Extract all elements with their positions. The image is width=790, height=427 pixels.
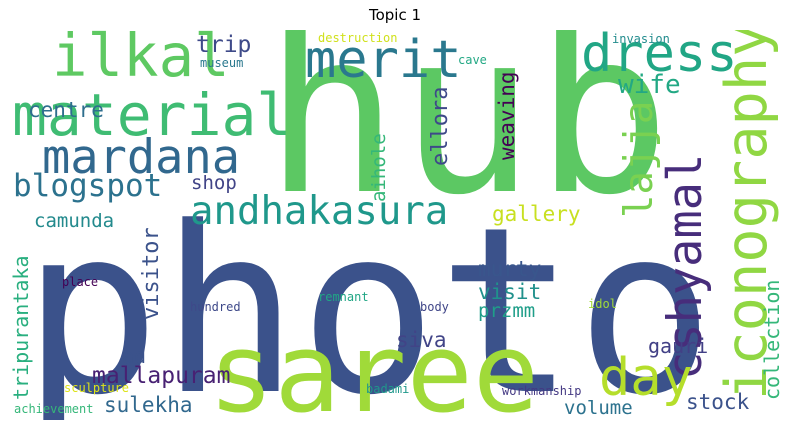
word: invasion — [612, 32, 670, 46]
word: achievement — [14, 402, 94, 416]
word: trip — [196, 32, 252, 58]
word: destruction — [318, 31, 398, 45]
word: gallery — [492, 202, 581, 226]
word: collection — [760, 279, 783, 400]
word: merit — [305, 30, 462, 90]
word: ilkal — [52, 30, 230, 90]
word: cave — [458, 53, 487, 67]
word: murty — [478, 257, 542, 281]
word: shop — [191, 172, 237, 194]
word: badami — [366, 382, 410, 396]
word: lajja — [617, 100, 662, 218]
chart-title: Topic 1 — [368, 6, 422, 24]
word: dress — [581, 30, 738, 84]
word: mardana — [42, 130, 241, 185]
word: material — [12, 81, 292, 149]
word: wife — [618, 70, 681, 100]
word: camunda — [34, 210, 115, 232]
word: gauri — [648, 334, 709, 358]
word: tripurantaka — [9, 255, 33, 401]
word: saree — [208, 309, 540, 420]
word-cloud: photo hub saree material mardana ilkal m… — [8, 30, 783, 420]
word: day — [599, 348, 693, 408]
word: aihole — [368, 133, 390, 202]
word: body — [420, 300, 449, 314]
word: hub — [264, 30, 671, 245]
word: centre — [28, 98, 104, 122]
word: place — [62, 275, 99, 289]
word: weaving — [495, 71, 519, 160]
word: siva — [396, 328, 447, 352]
word: hundred — [190, 300, 241, 314]
word: photo — [22, 179, 715, 421]
word: volume — [564, 397, 633, 419]
word: mallapuram — [92, 363, 231, 389]
word: sulekha — [104, 393, 193, 417]
word: visitor — [139, 227, 164, 320]
word: visit — [478, 280, 542, 304]
word: ellora — [428, 86, 453, 166]
word: andhakasura — [190, 189, 449, 234]
word: ad — [122, 344, 147, 368]
word: sculpture — [64, 381, 130, 395]
word: idol — [588, 297, 617, 311]
word: remnant — [318, 290, 369, 304]
word: museum — [200, 56, 244, 70]
word: workmanship — [502, 384, 582, 398]
word: stock — [686, 390, 750, 414]
word: przmm — [478, 300, 536, 322]
word: blogspot — [13, 168, 163, 204]
